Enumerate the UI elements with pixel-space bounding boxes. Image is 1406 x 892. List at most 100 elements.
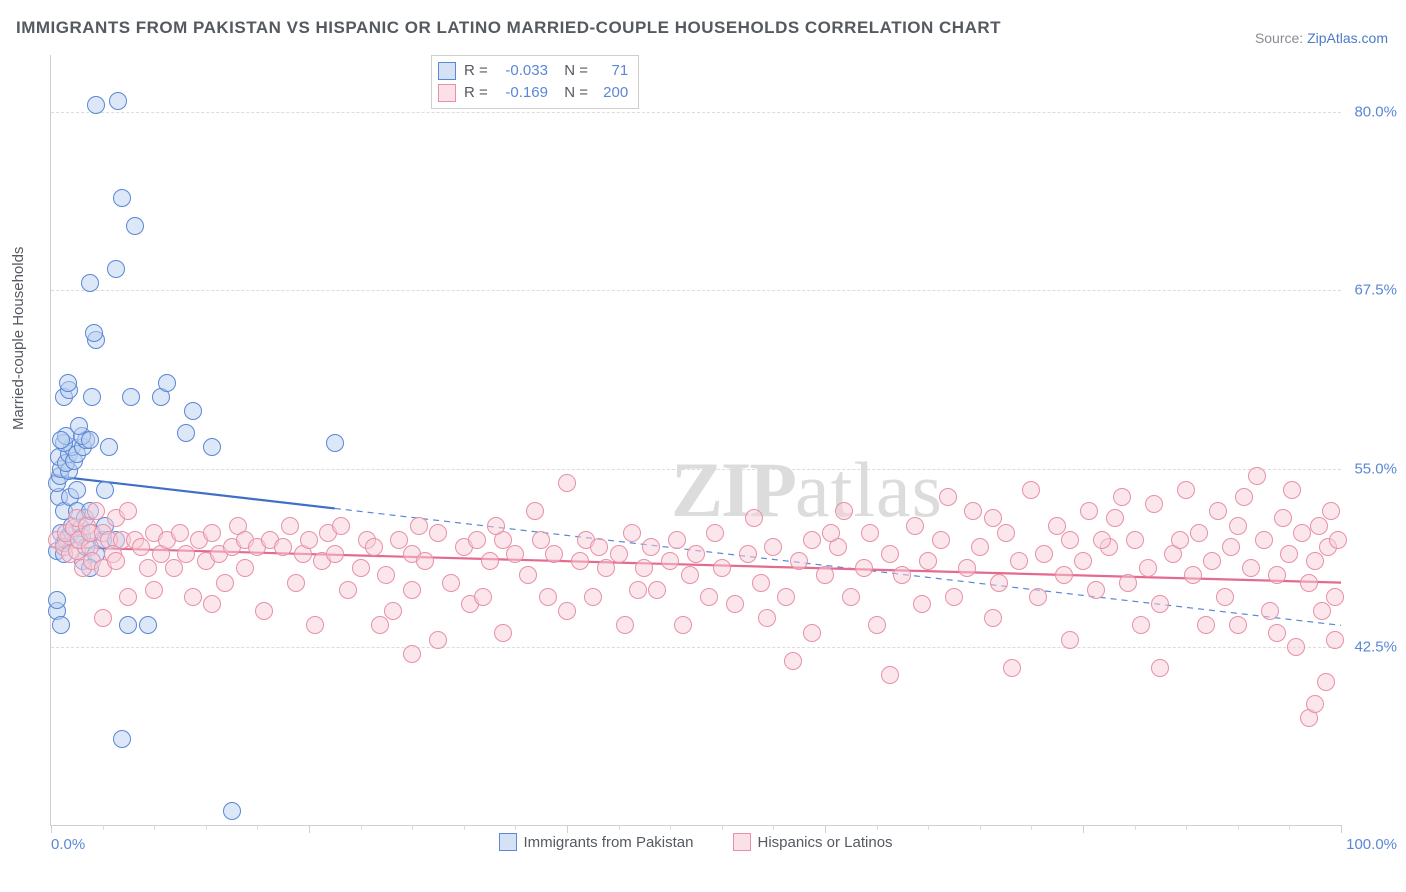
gridline [51, 469, 1341, 470]
data-point-hispanic [635, 559, 653, 577]
x-tick-major [51, 825, 52, 833]
data-point-hispanic [107, 552, 125, 570]
data-point-hispanic [1229, 517, 1247, 535]
data-point-hispanic [1293, 524, 1311, 542]
data-point-hispanic [706, 524, 724, 542]
data-point-hispanic [1216, 588, 1234, 606]
data-point-pakistan [59, 374, 77, 392]
corr-N-value: 200 [592, 82, 628, 104]
x-tick-minor [1135, 825, 1136, 830]
data-point-hispanic [1287, 638, 1305, 656]
data-point-hispanic [384, 602, 402, 620]
corr-N-value: 71 [592, 60, 628, 82]
data-point-hispanic [745, 509, 763, 527]
data-point-hispanic [932, 531, 950, 549]
data-point-hispanic [790, 552, 808, 570]
chart-container: IMMIGRANTS FROM PAKISTAN VS HISPANIC OR … [0, 0, 1406, 892]
corr-R-label: R = -0.169 [464, 82, 548, 104]
data-point-hispanic [816, 566, 834, 584]
data-point-pakistan [109, 92, 127, 110]
data-point-hispanic [739, 545, 757, 563]
data-point-hispanic [1306, 552, 1324, 570]
data-point-pakistan [326, 434, 344, 452]
data-point-hispanic [1035, 545, 1053, 563]
data-point-hispanic [1080, 502, 1098, 520]
data-point-hispanic [165, 559, 183, 577]
data-point-hispanic [1283, 481, 1301, 499]
chart-source: Source: ZipAtlas.com [1255, 30, 1388, 46]
gridline [51, 647, 1341, 648]
x-tick-minor [722, 825, 723, 830]
data-point-hispanic [119, 588, 137, 606]
data-point-hispanic [1280, 545, 1298, 563]
y-tick-label: 55.0% [1354, 460, 1397, 477]
data-point-pakistan [48, 591, 66, 609]
data-point-hispanic [881, 545, 899, 563]
data-point-hispanic [1171, 531, 1189, 549]
data-point-hispanic [681, 566, 699, 584]
x-tick-minor [361, 825, 362, 830]
data-point-hispanic [94, 609, 112, 627]
x-tick-minor [1031, 825, 1032, 830]
data-point-hispanic [468, 531, 486, 549]
corr-legend-row-pakistan: R = -0.033 N = 71 [438, 60, 628, 82]
data-point-hispanic [1235, 488, 1253, 506]
data-point-hispanic [597, 559, 615, 577]
data-point-hispanic [1322, 502, 1340, 520]
legend-swatch-pakistan [438, 62, 456, 80]
x-tick-minor [515, 825, 516, 830]
data-point-hispanic [539, 588, 557, 606]
data-point-hispanic [494, 624, 512, 642]
data-point-hispanic [203, 524, 221, 542]
corr-N-label: N = 200 [556, 82, 628, 104]
data-point-hispanic [326, 545, 344, 563]
data-point-hispanic [584, 588, 602, 606]
data-point-hispanic [1145, 495, 1163, 513]
data-point-hispanic [1248, 467, 1266, 485]
data-point-pakistan [87, 96, 105, 114]
x-tick-minor [464, 825, 465, 830]
x-tick-minor [980, 825, 981, 830]
data-point-pakistan [113, 730, 131, 748]
data-point-hispanic [1310, 517, 1328, 535]
data-point-hispanic [668, 531, 686, 549]
data-point-hispanic [1268, 624, 1286, 642]
data-point-hispanic [1274, 509, 1292, 527]
data-point-hispanic [545, 545, 563, 563]
data-point-hispanic [1061, 531, 1079, 549]
data-point-pakistan [203, 438, 221, 456]
data-point-pakistan [85, 324, 103, 342]
data-point-hispanic [855, 559, 873, 577]
data-point-hispanic [861, 524, 879, 542]
data-point-hispanic [1139, 559, 1157, 577]
source-link[interactable]: ZipAtlas.com [1307, 30, 1388, 46]
data-point-hispanic [255, 602, 273, 620]
data-point-hispanic [1055, 566, 1073, 584]
data-point-hispanic [410, 517, 428, 535]
x-tick-minor [1289, 825, 1290, 830]
x-axis-label-max: 100.0% [1346, 836, 1397, 853]
plot-area: ZIPatlas R = -0.033 N = 71R = -0.169 N =… [50, 55, 1341, 826]
corr-R-label: R = -0.033 [464, 60, 548, 82]
data-point-pakistan [68, 481, 86, 499]
data-point-pakistan [119, 616, 137, 634]
data-point-hispanic [990, 574, 1008, 592]
data-point-hispanic [822, 524, 840, 542]
legend-swatch-pakistan [499, 833, 517, 851]
data-point-hispanic [997, 524, 1015, 542]
data-point-hispanic [171, 524, 189, 542]
data-point-hispanic [416, 552, 434, 570]
data-point-hispanic [216, 574, 234, 592]
data-point-pakistan [81, 274, 99, 292]
x-tick-minor [1186, 825, 1187, 830]
data-point-hispanic [371, 616, 389, 634]
data-point-hispanic [700, 588, 718, 606]
data-point-hispanic [958, 559, 976, 577]
data-point-hispanic [1190, 524, 1208, 542]
data-point-hispanic [558, 474, 576, 492]
data-point-hispanic [365, 538, 383, 556]
x-tick-minor [619, 825, 620, 830]
legend-label-hispanic: Hispanics or Latinos [757, 834, 892, 851]
data-point-pakistan [126, 217, 144, 235]
data-point-hispanic [623, 524, 641, 542]
